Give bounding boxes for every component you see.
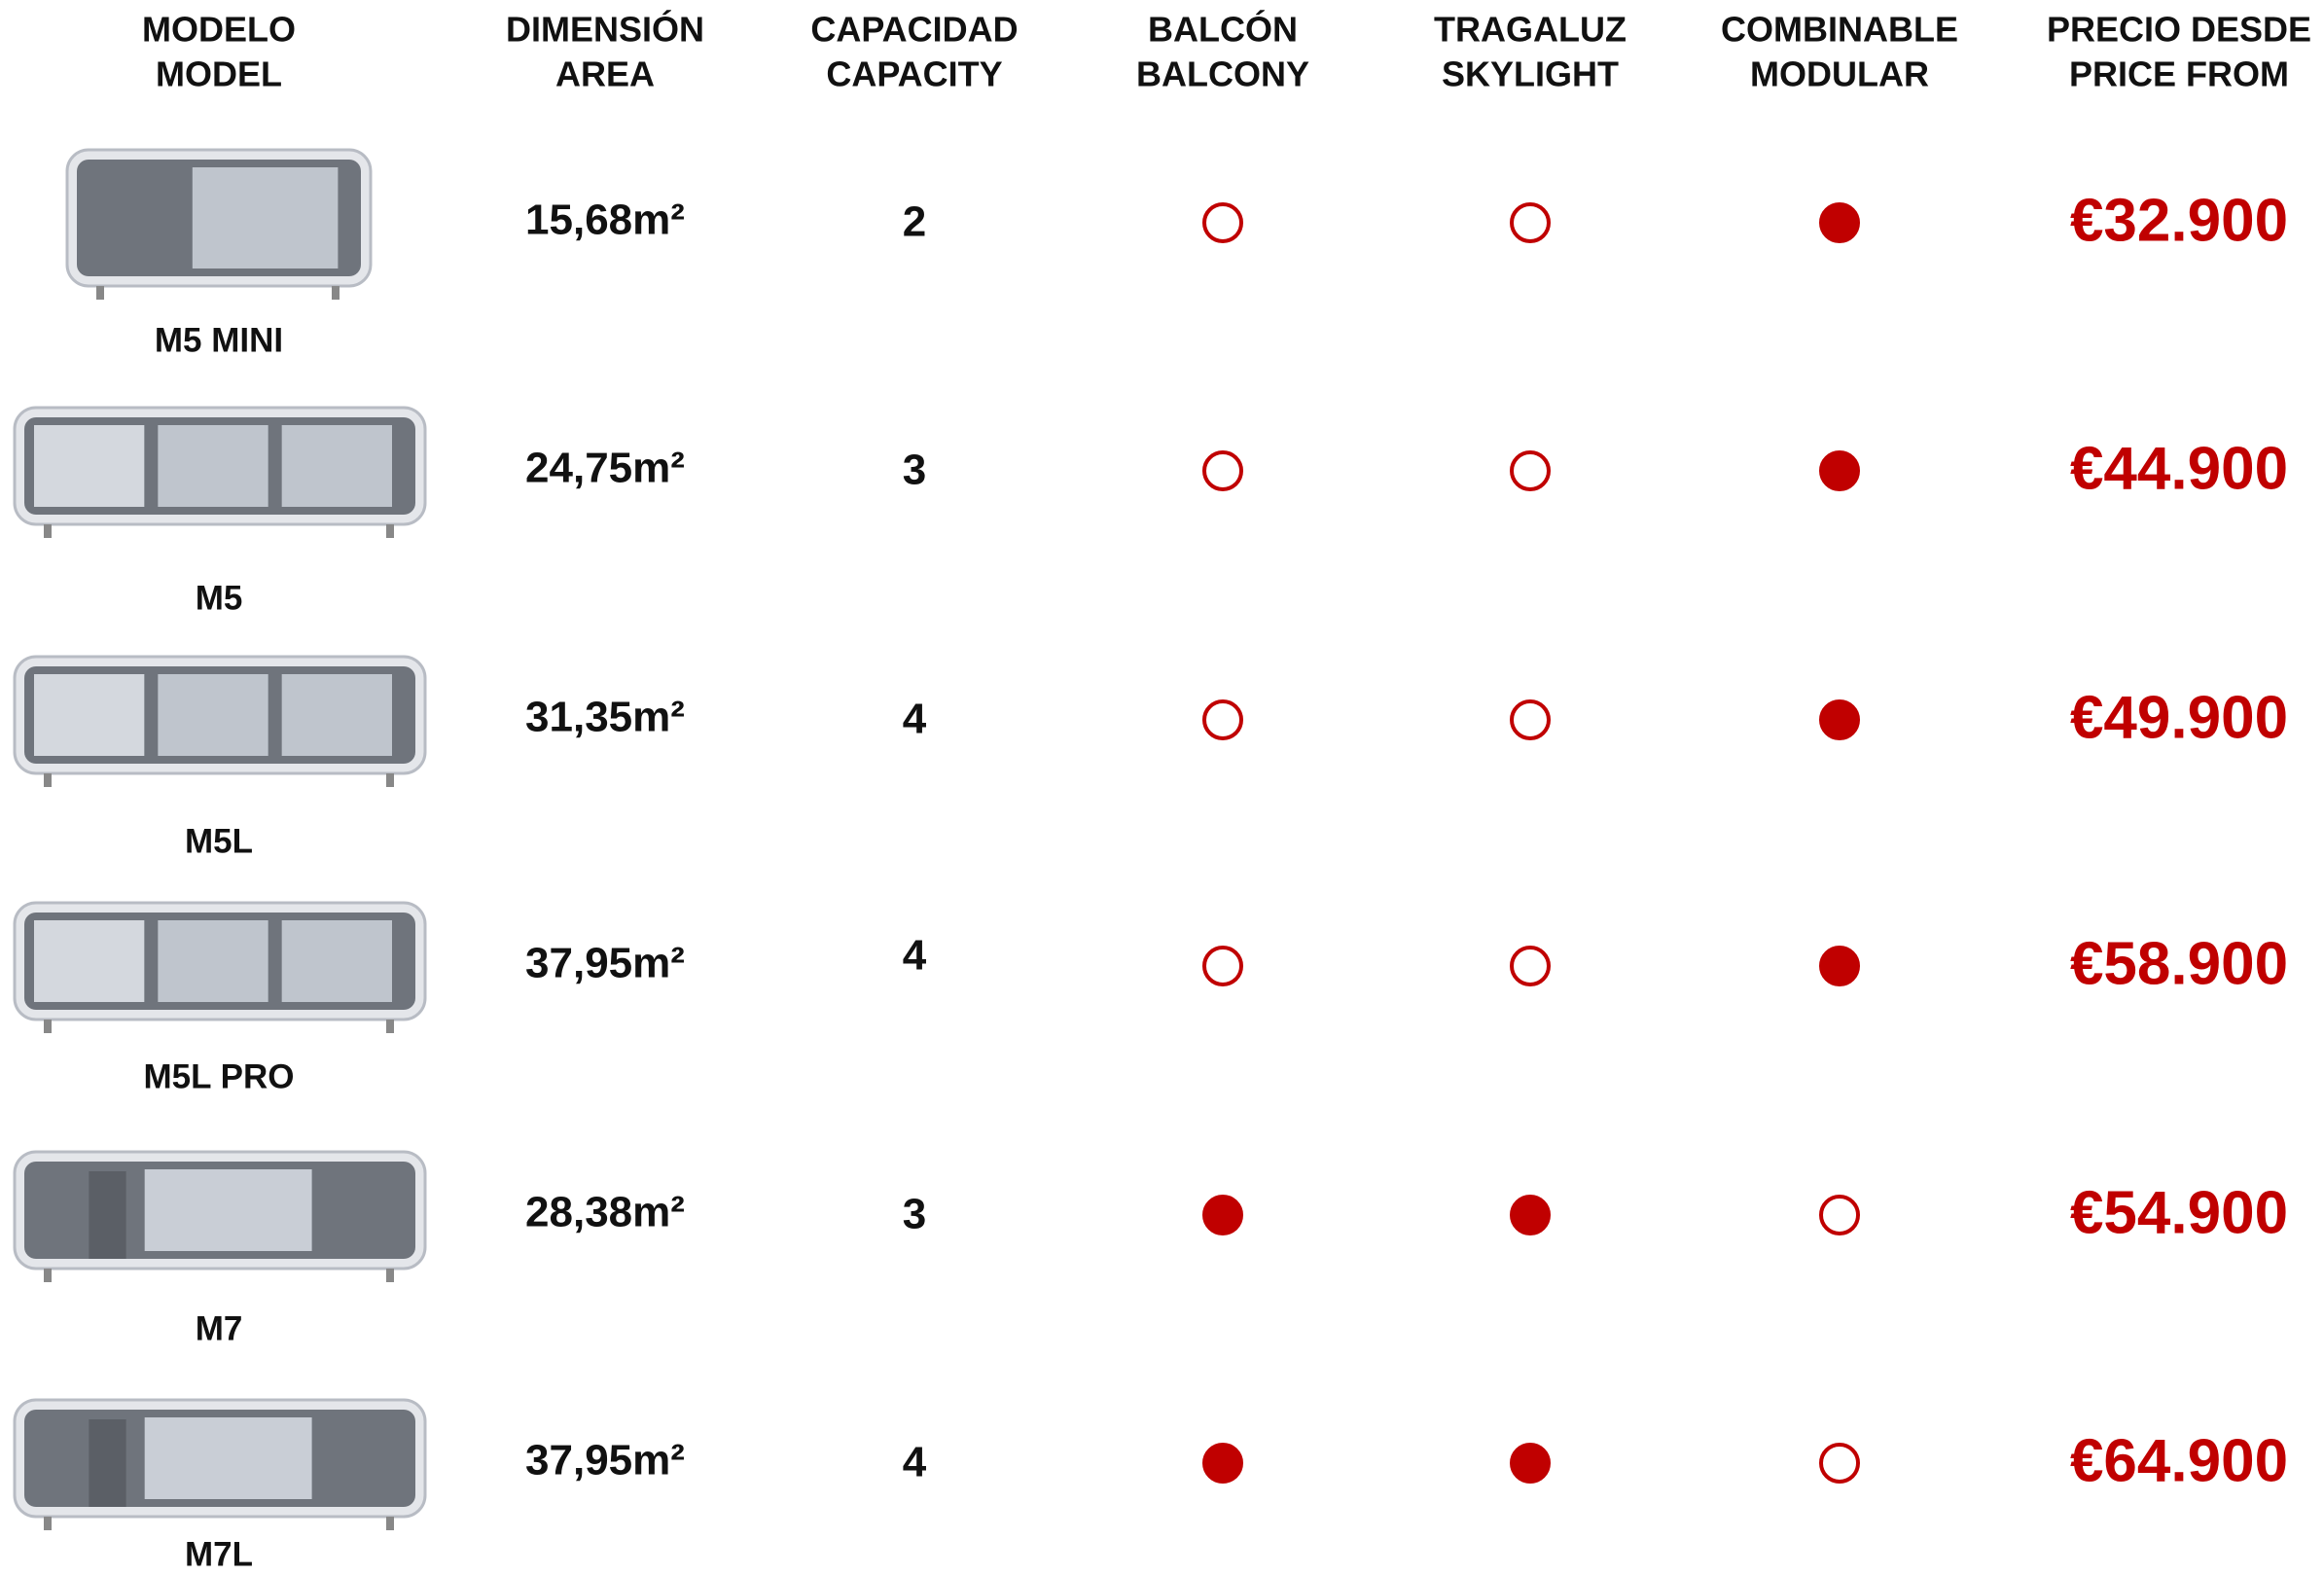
area: 31,35m² bbox=[525, 694, 685, 741]
glass bbox=[158, 674, 268, 756]
leg bbox=[44, 1269, 52, 1282]
price: €32.900 bbox=[2070, 187, 2288, 254]
leg bbox=[386, 1020, 394, 1033]
leg bbox=[44, 1517, 52, 1530]
glass bbox=[192, 167, 339, 268]
filled-circle bbox=[1510, 1443, 1551, 1484]
empty-circle bbox=[1510, 450, 1551, 491]
filled-circle bbox=[1510, 1195, 1551, 1235]
column-header: MODEL bbox=[156, 54, 282, 94]
empty-circle bbox=[1510, 699, 1551, 740]
column-header: COMBINABLE bbox=[1721, 10, 1958, 50]
column-header: MODULAR bbox=[1750, 54, 1929, 94]
empty-circle bbox=[1510, 202, 1551, 243]
column-header: CAPACIDAD bbox=[810, 10, 1018, 50]
empty-circle bbox=[1202, 202, 1243, 243]
model-name: M7 bbox=[196, 1309, 243, 1347]
price: €64.900 bbox=[2070, 1427, 2288, 1494]
capacity: 3 bbox=[903, 1191, 926, 1238]
empty-circle bbox=[1819, 1443, 1860, 1484]
leg bbox=[44, 773, 52, 787]
capacity: 4 bbox=[903, 932, 927, 980]
filled-circle bbox=[1202, 1443, 1243, 1484]
glass bbox=[34, 920, 145, 1002]
leg bbox=[44, 1020, 52, 1033]
glass bbox=[34, 674, 145, 756]
door bbox=[89, 1419, 126, 1507]
model-name: M5L PRO bbox=[144, 1057, 295, 1095]
house-image bbox=[13, 655, 427, 787]
column-header: SKYLIGHT bbox=[1442, 54, 1619, 94]
area: 37,95m² bbox=[525, 940, 685, 987]
leg bbox=[386, 524, 394, 538]
glass bbox=[144, 1169, 312, 1251]
capacity: 3 bbox=[903, 447, 926, 494]
glass bbox=[144, 1417, 312, 1499]
leg bbox=[96, 286, 104, 300]
capacity: 4 bbox=[903, 1439, 927, 1486]
capacity: 4 bbox=[903, 696, 927, 743]
price: €58.900 bbox=[2070, 930, 2288, 997]
column-header: BALCONY bbox=[1136, 54, 1309, 94]
column-header: DIMENSIÓN bbox=[506, 9, 704, 50]
column-header: CAPACITY bbox=[826, 54, 1002, 94]
glass bbox=[281, 425, 392, 507]
price: €49.900 bbox=[2070, 684, 2288, 751]
filled-circle bbox=[1819, 946, 1860, 986]
price: €44.900 bbox=[2070, 435, 2288, 502]
glass bbox=[158, 425, 268, 507]
leg bbox=[332, 286, 340, 300]
column-header: PRECIO DESDE bbox=[2047, 10, 2311, 50]
empty-circle bbox=[1510, 946, 1551, 986]
leg bbox=[386, 1517, 394, 1530]
filled-circle bbox=[1819, 202, 1860, 243]
leg bbox=[44, 524, 52, 538]
leg bbox=[386, 773, 394, 787]
house-image bbox=[13, 406, 427, 538]
house-image bbox=[13, 901, 427, 1033]
house-image bbox=[13, 1398, 427, 1530]
column-header: AREA bbox=[555, 54, 655, 94]
filled-circle bbox=[1819, 450, 1860, 491]
column-header: TRAGALUZ bbox=[1434, 10, 1627, 50]
house-image bbox=[13, 1150, 427, 1282]
column-header: PRICE FROM bbox=[2069, 54, 2289, 94]
area: 24,75m² bbox=[525, 445, 685, 492]
model-name: M5L bbox=[185, 822, 253, 860]
area: 28,38m² bbox=[525, 1189, 685, 1236]
door bbox=[89, 1171, 126, 1259]
price: €54.900 bbox=[2070, 1179, 2288, 1246]
model-name: M5 MINI bbox=[155, 321, 283, 359]
glass bbox=[34, 425, 145, 507]
column-header: BALCÓN bbox=[1148, 9, 1298, 50]
filled-circle bbox=[1202, 1195, 1243, 1235]
model-name: M7L bbox=[185, 1535, 253, 1573]
empty-circle bbox=[1202, 946, 1243, 986]
glass bbox=[281, 674, 392, 756]
filled-circle bbox=[1819, 699, 1860, 740]
empty-circle bbox=[1819, 1195, 1860, 1235]
leg bbox=[386, 1269, 394, 1282]
empty-circle bbox=[1202, 450, 1243, 491]
capacity: 2 bbox=[903, 198, 926, 246]
area: 15,68m² bbox=[525, 197, 685, 244]
glass bbox=[158, 920, 268, 1002]
house-image bbox=[65, 148, 373, 300]
column-header: MODELO bbox=[142, 10, 296, 50]
empty-circle bbox=[1202, 699, 1243, 740]
area: 37,95m² bbox=[525, 1437, 685, 1485]
model-name: M5 bbox=[196, 579, 243, 617]
glass bbox=[281, 920, 392, 1002]
